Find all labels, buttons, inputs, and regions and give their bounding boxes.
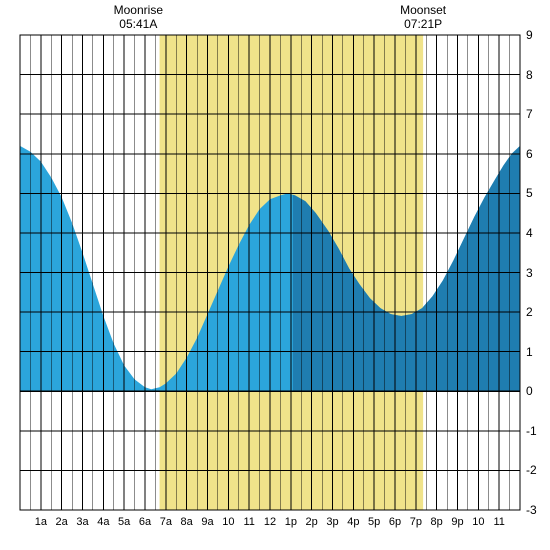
x-tick-label: 5a: [118, 516, 130, 528]
y-tick-label: -3: [526, 503, 537, 517]
x-tick-label: 11: [493, 516, 504, 528]
y-tick-label: -2: [526, 463, 537, 477]
x-tick-label: 1p: [285, 516, 297, 528]
x-tick-label: 6p: [389, 516, 401, 528]
y-tick-label: 6: [526, 147, 533, 161]
tide-chart: -3-2-101234567891a2a3a4a5a6a7a8a9a101112…: [0, 0, 550, 550]
moonset-label: Moonset: [393, 3, 453, 17]
y-tick-label: 2: [526, 305, 533, 319]
x-tick-label: 11: [243, 516, 254, 528]
x-tick-label: 8p: [431, 516, 443, 528]
y-tick-label: -1: [526, 424, 537, 438]
moonrise-annotation: Moonrise05:41A: [108, 3, 168, 32]
y-tick-label: 3: [526, 266, 533, 280]
moonset-time: 07:21P: [393, 17, 453, 31]
x-tick-label: 12: [264, 516, 276, 528]
y-tick-label: 5: [526, 186, 533, 200]
moonset-annotation: Moonset07:21P: [393, 3, 453, 32]
x-tick-label: 10: [472, 516, 484, 528]
x-tick-label: 1a: [35, 516, 47, 528]
x-tick-label: 7a: [160, 516, 172, 528]
x-tick-label: 6a: [139, 516, 151, 528]
y-tick-label: 9: [526, 28, 533, 42]
x-tick-label: 10: [222, 516, 234, 528]
x-tick-label: 4p: [347, 516, 359, 528]
x-tick-label: 5p: [368, 516, 380, 528]
x-tick-label: 2p: [306, 516, 318, 528]
y-tick-label: 0: [526, 384, 533, 398]
x-tick-label: 3a: [76, 516, 88, 528]
x-tick-label: 9p: [451, 516, 463, 528]
x-tick-label: 4a: [97, 516, 109, 528]
x-tick-label: 7p: [410, 516, 422, 528]
x-tick-label: 3p: [326, 516, 338, 528]
y-tick-label: 8: [526, 68, 533, 82]
moonrise-label: Moonrise: [108, 3, 168, 17]
chart-svg: [0, 0, 550, 550]
x-tick-label: 9a: [201, 516, 213, 528]
x-tick-label: 8a: [181, 516, 193, 528]
y-tick-label: 4: [526, 226, 533, 240]
x-tick-label: 2a: [56, 516, 68, 528]
y-tick-label: 1: [526, 345, 533, 359]
moonrise-time: 05:41A: [108, 17, 168, 31]
y-tick-label: 7: [526, 107, 533, 121]
